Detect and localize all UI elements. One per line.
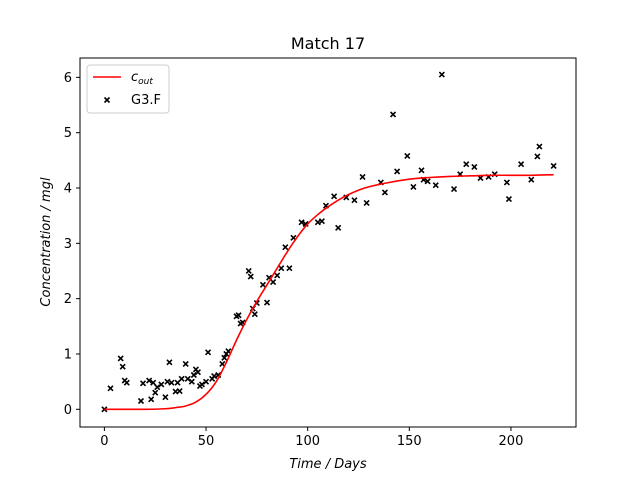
scatter-point: [298, 219, 305, 226]
scatter-point: [221, 354, 228, 361]
scatter-point: [247, 273, 254, 280]
scatter-point: [404, 152, 411, 159]
y-tick-label: 0: [64, 403, 72, 418]
x-tick-label: 150: [397, 434, 422, 449]
x-tick-label: 50: [198, 434, 215, 449]
scatter-point: [107, 385, 114, 392]
c-out-series: [104, 173, 554, 411]
scatter-point: [154, 384, 161, 391]
scatter-point: [381, 189, 388, 196]
scatter-point: [536, 143, 543, 150]
scatter-point: [162, 394, 169, 401]
scatter-point: [164, 378, 171, 385]
scatter-point: [245, 267, 252, 275]
x-tick-label: 200: [499, 434, 524, 449]
scatter-point: [123, 379, 130, 386]
scatter-point: [286, 265, 293, 272]
c-out-line: [104, 173, 554, 411]
scatter-point: [331, 193, 338, 200]
scatter-point: [424, 178, 431, 185]
scatter-point: [302, 220, 309, 228]
scatter-point: [235, 312, 242, 319]
scatter-point: [259, 281, 267, 288]
scatter-point: [166, 359, 173, 366]
scatter-point: [550, 162, 557, 169]
legend-x-marker-swatch: [103, 96, 111, 104]
scatter-point: [418, 167, 425, 174]
x-tick-label: 0: [100, 434, 108, 449]
scatter-point: [146, 377, 153, 384]
scatter-point: [274, 272, 281, 279]
plot-frame: [79, 57, 577, 428]
scatter-point: [503, 179, 510, 186]
scatter-point: [335, 224, 342, 231]
scatter-point: [528, 176, 535, 183]
x-tick-label: 100: [295, 434, 320, 449]
y-tick-label: 6: [64, 71, 72, 86]
scatter-point: [188, 378, 195, 385]
scatter-point: [471, 163, 478, 171]
scatter-point: [158, 381, 165, 388]
legend-label-c-out-main: c: [131, 70, 138, 85]
scatter-point: [359, 173, 366, 181]
scatter-point: [148, 396, 155, 403]
scatter-point: [389, 111, 397, 118]
scatter-point: [270, 278, 277, 286]
scatter-point: [282, 244, 289, 251]
scatter-point: [202, 378, 210, 385]
scatter-point: [432, 182, 439, 189]
scatter-point: [463, 161, 470, 168]
y-tick-label: 4: [64, 182, 72, 197]
scatter-point: [278, 265, 285, 272]
scatter-point: [168, 379, 175, 386]
scatter-point: [394, 168, 401, 175]
x-axis: 0 50 100 150 200: [100, 427, 523, 449]
scatter-point: [117, 355, 124, 362]
scatter-point: [314, 219, 321, 226]
scatter-point: [505, 196, 512, 203]
scatter-point: [205, 349, 212, 356]
scatter-point: [184, 375, 191, 382]
plot-area: 0 50 100 150 200 0 1 2 3 4 5 6: [64, 57, 577, 449]
scatter-point: [152, 389, 159, 396]
scatter-point: [450, 186, 458, 193]
scatter-point: [438, 71, 445, 78]
scatter-point: [139, 380, 147, 387]
scatter-point: [263, 299, 271, 306]
legend: cout G3.F: [86, 64, 170, 114]
scatter-point: [194, 369, 201, 376]
y-tick-label: 5: [64, 126, 72, 141]
scatter-point: [119, 363, 126, 370]
scatter-point: [190, 371, 197, 379]
scatter-point: [318, 218, 325, 225]
scatter-point: [251, 311, 258, 318]
legend-label-c-out-sub: out: [138, 77, 153, 87]
scatter-point: [198, 381, 206, 388]
scatter-point: [211, 373, 218, 380]
scatter-point: [178, 375, 185, 382]
scatter-point: [534, 153, 541, 160]
x-axis-label: Time / Days: [289, 457, 367, 472]
chart-title: Match 17: [291, 34, 365, 53]
scatter-point: [137, 397, 145, 405]
legend-label-g3f: G3.F: [131, 93, 161, 108]
y-axis: 0 1 2 3 4 5 6: [64, 71, 80, 418]
scatter-point: [182, 360, 189, 367]
scatter-point: [176, 387, 183, 395]
scatter-point: [150, 379, 157, 386]
y-tick-label: 2: [64, 292, 72, 307]
legend-label-c-out: cout: [131, 70, 153, 87]
scatter-point: [410, 183, 417, 190]
scatter-point: [363, 199, 370, 207]
y-tick-label: 1: [64, 347, 72, 362]
y-tick-label: 3: [64, 237, 72, 252]
scatter-point: [351, 197, 358, 204]
scatter-point: [518, 161, 525, 168]
scatter-point: [477, 174, 484, 182]
y-axis-label: Concentration / mgl: [39, 177, 54, 307]
